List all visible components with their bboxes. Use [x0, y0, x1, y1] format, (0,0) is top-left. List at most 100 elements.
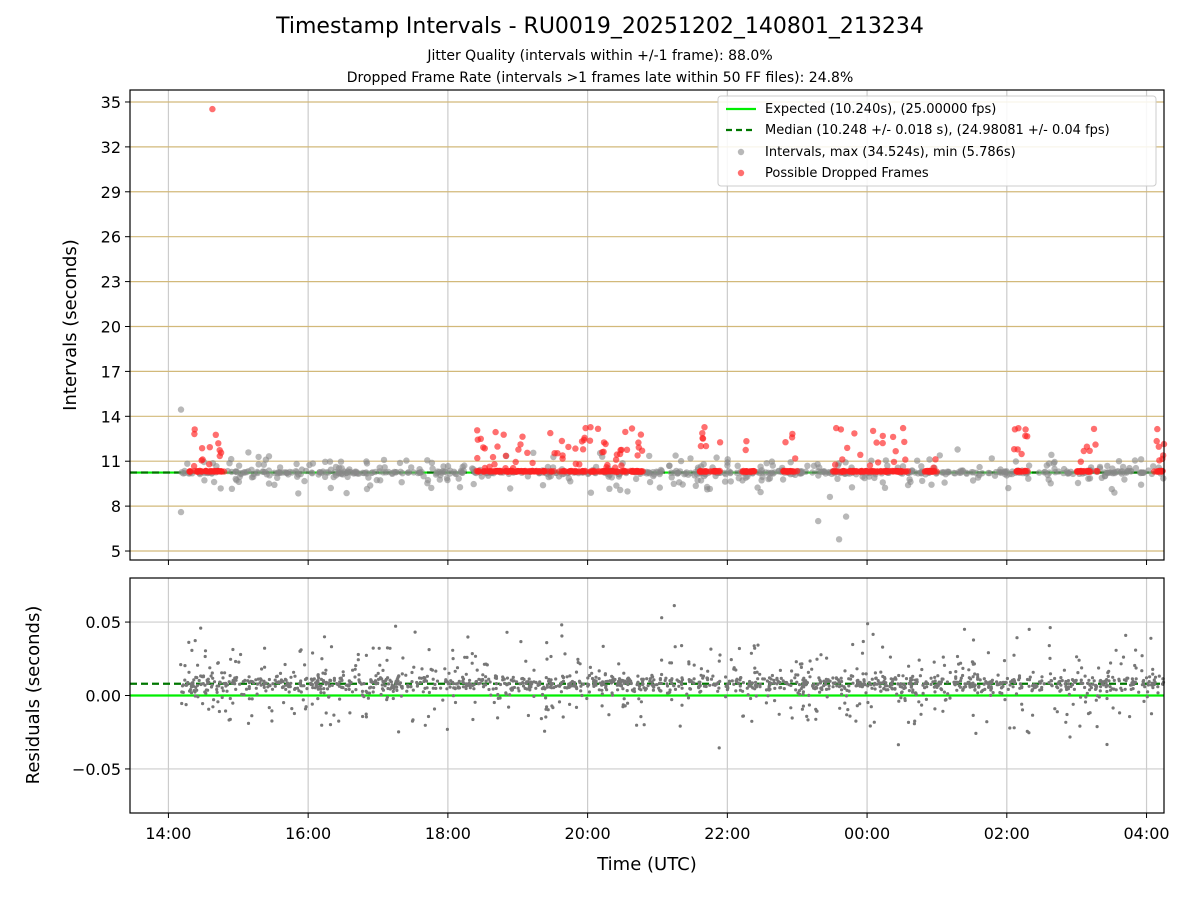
- dropped-frame-point: [618, 446, 625, 454]
- residual-point: [655, 683, 659, 687]
- residual-point: [234, 659, 238, 664]
- residual-point: [385, 658, 389, 662]
- residual-point: [861, 682, 865, 686]
- interval-point: [456, 484, 464, 491]
- residual-point: [883, 677, 887, 681]
- residual-point: [190, 648, 194, 653]
- residual-point: [532, 668, 536, 672]
- dropped-frame-point: [558, 468, 566, 475]
- residual-point: [1143, 685, 1147, 689]
- residual-point: [287, 690, 291, 694]
- interval-point: [295, 471, 302, 478]
- residual-point: [806, 718, 810, 722]
- residual-point: [381, 680, 385, 684]
- residual-point: [952, 680, 956, 684]
- residual-point: [626, 701, 630, 705]
- dropped-frame-point: [186, 468, 193, 475]
- bottom-y-tick-label: 0.00: [85, 687, 121, 706]
- residual-point: [687, 662, 691, 666]
- interval-point: [260, 468, 267, 476]
- residual-point: [212, 698, 216, 702]
- residual-point: [410, 670, 414, 675]
- residual-point: [1129, 683, 1133, 687]
- residual-point: [1114, 648, 1118, 652]
- residual-point: [910, 684, 914, 688]
- residual-point: [212, 680, 217, 684]
- residual-point: [959, 679, 963, 683]
- residual-point: [862, 679, 866, 683]
- residual-point: [246, 721, 251, 726]
- residual-point: [798, 662, 803, 666]
- residual-point: [1140, 683, 1144, 687]
- residual-point: [936, 683, 940, 687]
- residual-point: [986, 651, 991, 655]
- residual-point: [1094, 686, 1098, 691]
- residual-point: [924, 697, 929, 702]
- residual-point: [327, 684, 332, 688]
- residual-point: [221, 676, 225, 680]
- residual-point: [311, 686, 315, 690]
- residual-point: [319, 687, 323, 691]
- residual-point: [1017, 674, 1022, 678]
- residual-point: [344, 687, 348, 692]
- dropped-frame-point: [191, 430, 198, 438]
- residual-point: [966, 681, 970, 686]
- residual-point: [474, 680, 478, 684]
- residual-point: [1080, 666, 1084, 670]
- residual-point: [749, 651, 754, 655]
- residual-point: [400, 686, 404, 690]
- residual-point: [501, 677, 505, 681]
- interval-point: [210, 478, 218, 486]
- interval-point: [992, 468, 1000, 476]
- residual-point: [364, 715, 368, 719]
- interval-point: [237, 470, 245, 478]
- residual-point: [354, 688, 358, 692]
- residual-point: [221, 689, 225, 693]
- residual-point: [1048, 626, 1052, 630]
- residual-point: [449, 679, 453, 683]
- residual-point: [406, 683, 410, 687]
- residual-point: [893, 687, 897, 691]
- residual-point: [423, 676, 427, 680]
- residual-point: [1067, 692, 1071, 697]
- residual-point: [448, 685, 452, 689]
- residual-point: [623, 704, 627, 708]
- residual-point: [846, 708, 850, 712]
- residual-point: [973, 672, 977, 676]
- residual-point: [690, 680, 694, 684]
- residual-point: [923, 686, 927, 690]
- interval-point: [1036, 469, 1043, 476]
- residual-point: [204, 691, 208, 695]
- residual-point: [569, 681, 573, 685]
- interval-point: [293, 460, 300, 468]
- residual-point: [844, 694, 849, 698]
- residual-point: [961, 673, 965, 678]
- residual-point: [183, 664, 187, 668]
- residual-point: [1020, 702, 1024, 706]
- residual-point: [825, 695, 829, 699]
- interval-point: [822, 470, 829, 477]
- residual-point: [468, 678, 472, 682]
- interval-point: [1111, 489, 1118, 496]
- interval-point: [1025, 462, 1033, 469]
- residual-point: [609, 681, 614, 685]
- interval-point: [754, 484, 761, 491]
- residual-point: [592, 684, 596, 689]
- residual-point: [847, 684, 851, 688]
- residual-point: [386, 682, 391, 686]
- residual-point: [972, 662, 977, 666]
- residual-point: [401, 656, 405, 660]
- residual-point: [297, 689, 301, 693]
- residual-point: [558, 684, 562, 688]
- residual-point: [225, 683, 230, 687]
- interval-point: [405, 469, 412, 476]
- residual-point: [795, 680, 799, 684]
- residual-point: [954, 670, 958, 674]
- top-y-tick-label: 32: [101, 138, 121, 157]
- residual-point: [211, 705, 215, 709]
- residual-point: [521, 684, 526, 688]
- residual-point: [1028, 675, 1032, 679]
- dropped-frame-point: [892, 448, 899, 455]
- interval-point: [859, 473, 866, 480]
- dropped-frame-point: [832, 461, 839, 468]
